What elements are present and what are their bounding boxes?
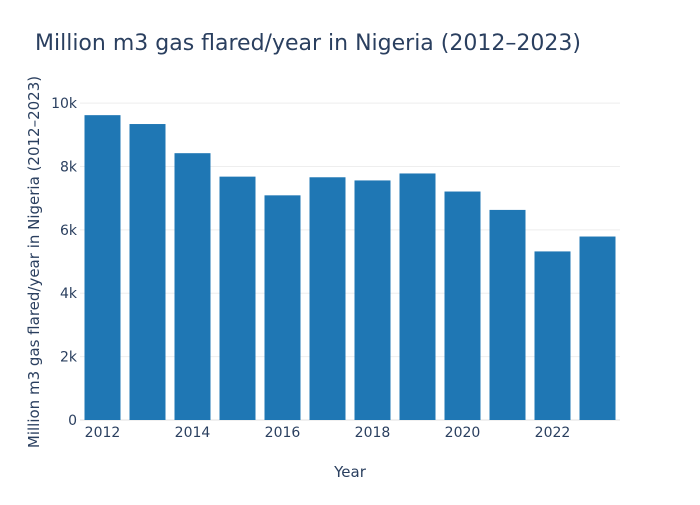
bar-2012[interactable] — [84, 115, 121, 420]
y-tick-label: 8k — [60, 159, 78, 175]
x-tick-label: 2014 — [175, 425, 211, 441]
x-axis-ticks: 2012 2014 2016 2018 2020 2022 — [85, 425, 571, 441]
y-tick-label: 4k — [60, 286, 78, 302]
x-tick-label: 2016 — [265, 425, 301, 441]
x-tick-label: 2022 — [535, 425, 571, 441]
x-tick-label: 2020 — [445, 425, 481, 441]
bar-2015[interactable] — [219, 176, 256, 420]
chart-title: Million m3 gas flared/year in Nigeria (2… — [35, 31, 581, 56]
x-tick-label: 2012 — [85, 425, 121, 441]
bar-2023[interactable] — [579, 236, 616, 420]
bars — [84, 115, 616, 420]
y-axis-title: Million m3 gas flared/year in Nigeria (2… — [25, 76, 43, 448]
bar-2018[interactable] — [354, 180, 391, 420]
y-tick-label: 10k — [51, 96, 78, 112]
bar-2017[interactable] — [309, 177, 346, 420]
bar-2014[interactable] — [174, 153, 211, 420]
bar-2022[interactable] — [534, 251, 571, 420]
x-axis-title: Year — [333, 463, 367, 481]
y-tick-label: 0 — [68, 413, 77, 429]
bar-2016[interactable] — [264, 195, 301, 420]
gridlines — [80, 102, 620, 421]
y-tick-label: 2k — [60, 350, 78, 366]
x-tick-label: 2018 — [355, 425, 391, 441]
y-axis-ticks: 0 2k 4k 6k 8k 10k — [51, 96, 78, 429]
bar-2013[interactable] — [129, 124, 166, 420]
y-tick-label: 6k — [60, 223, 78, 239]
bar-2021[interactable] — [489, 209, 526, 420]
bar-2019[interactable] — [399, 173, 436, 420]
bar-2020[interactable] — [444, 191, 481, 420]
